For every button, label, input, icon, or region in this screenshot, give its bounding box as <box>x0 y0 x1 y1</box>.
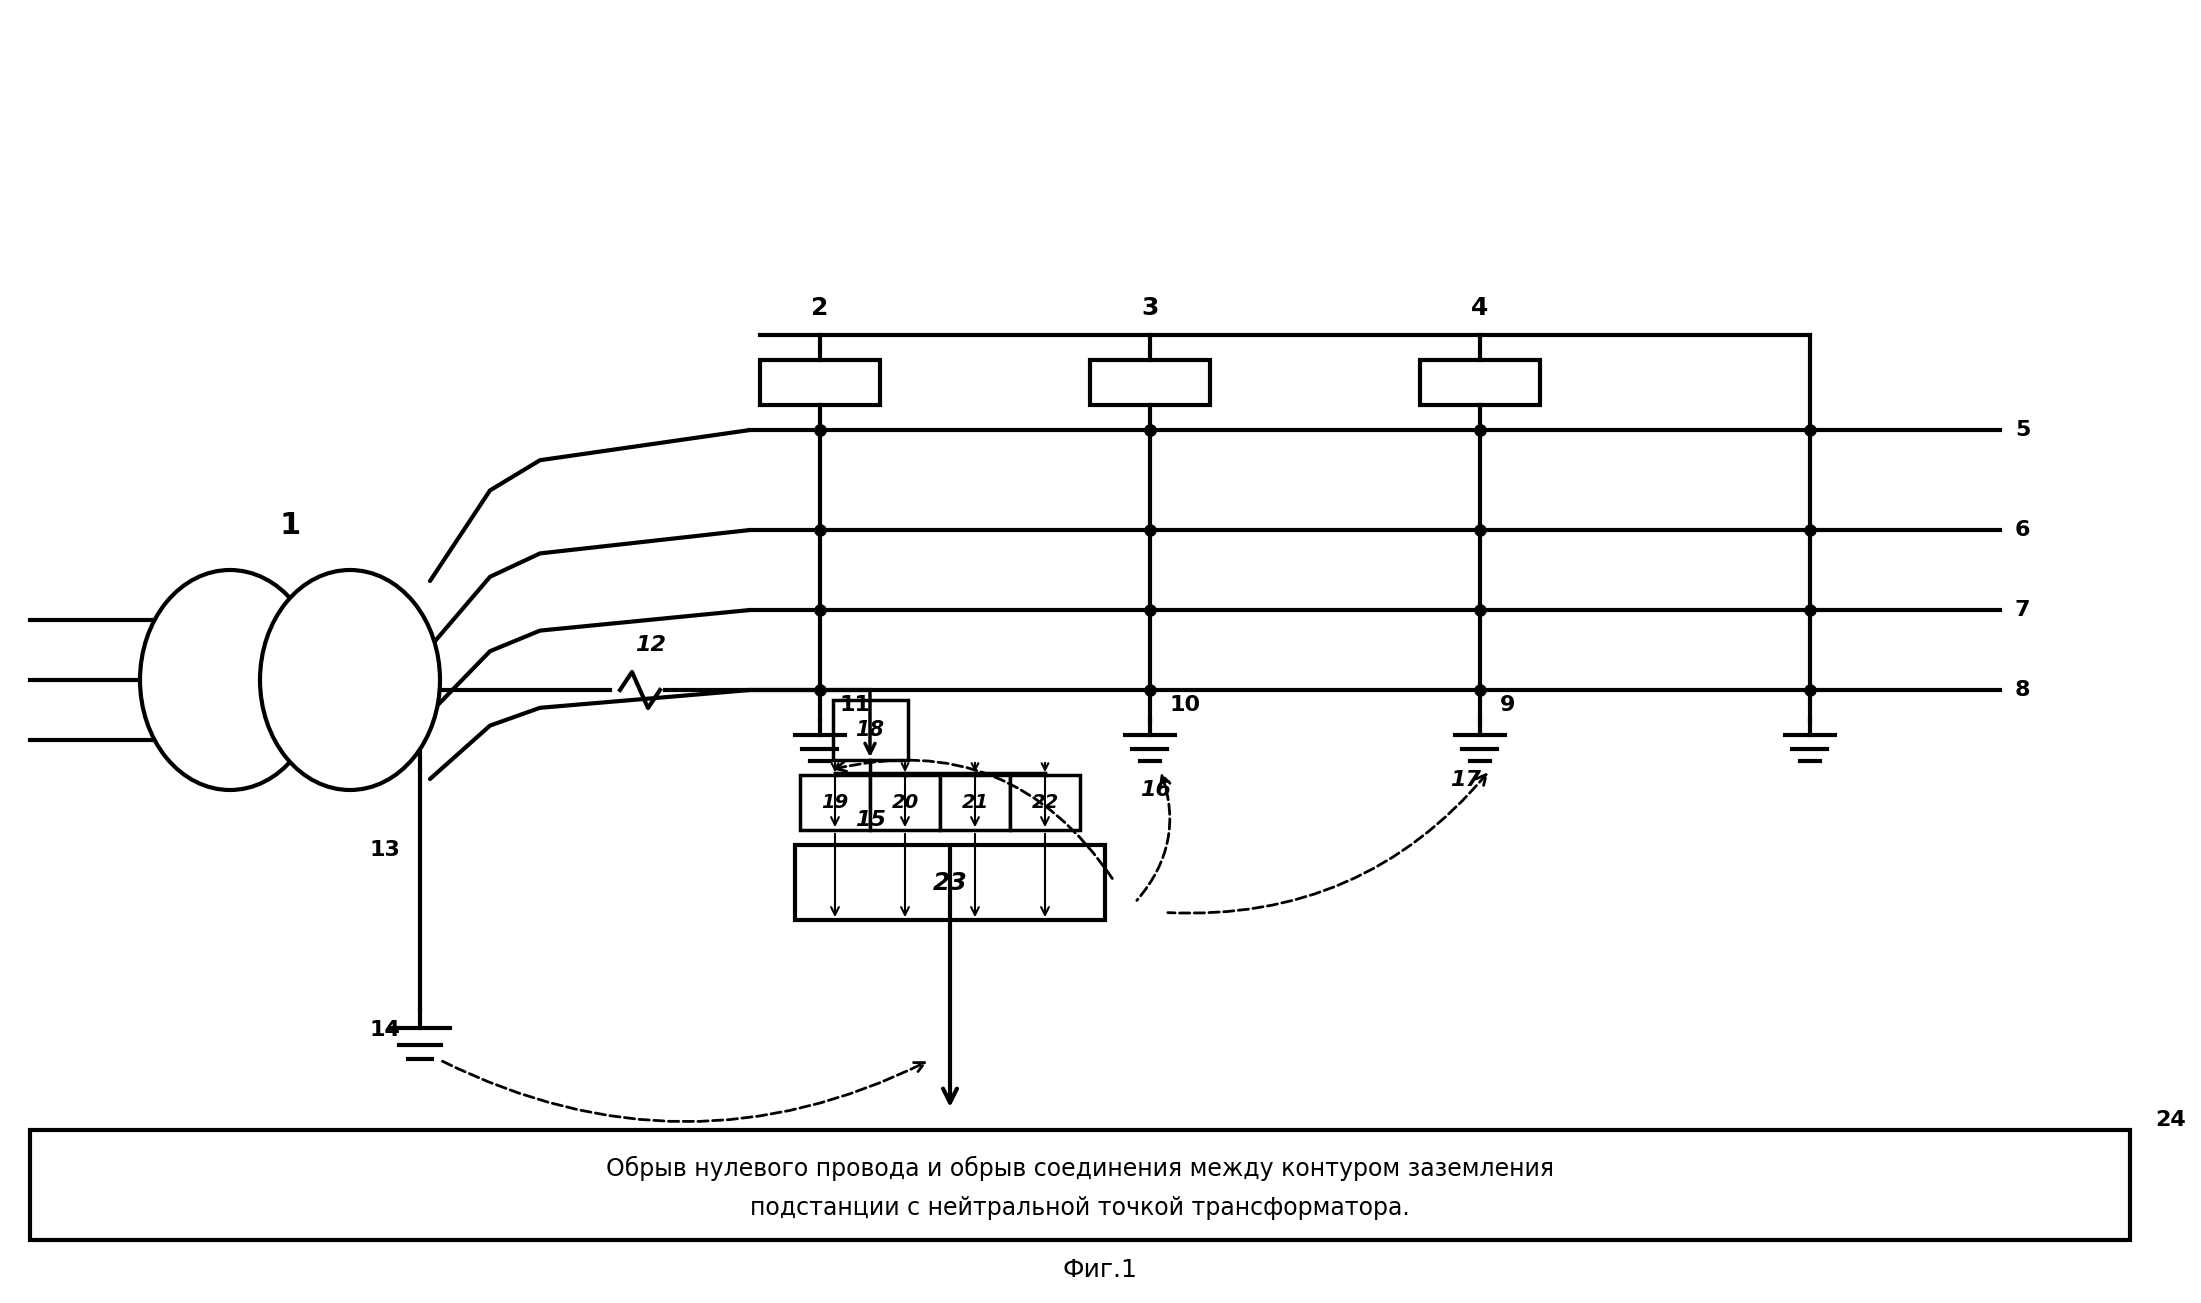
Bar <box>869 775 940 830</box>
Text: 15: 15 <box>854 810 887 830</box>
Text: 24: 24 <box>2155 1110 2186 1130</box>
Text: 16: 16 <box>1140 780 1171 800</box>
Bar <box>31 1130 2131 1240</box>
Bar <box>759 360 880 405</box>
Bar <box>795 846 1105 920</box>
Text: 20: 20 <box>891 794 918 812</box>
Ellipse shape <box>260 569 440 790</box>
Text: 17: 17 <box>1450 770 1481 790</box>
Text: 19: 19 <box>821 794 850 812</box>
Text: 5: 5 <box>2014 420 2029 440</box>
Text: 11: 11 <box>841 694 872 715</box>
Text: 22: 22 <box>1032 794 1059 812</box>
Text: Обрыв нулевого провода и обрыв соединения между контуром заземления: Обрыв нулевого провода и обрыв соединени… <box>605 1156 1554 1181</box>
Text: 7: 7 <box>2014 599 2032 620</box>
Text: 9: 9 <box>1501 694 1514 715</box>
Text: 3: 3 <box>1142 296 1158 321</box>
Text: 12: 12 <box>636 635 667 655</box>
Bar <box>832 700 909 760</box>
Bar <box>940 775 1010 830</box>
Text: подстанции с нейтральной точкой трансформатора.: подстанции с нейтральной точкой трансфор… <box>751 1196 1411 1220</box>
Bar <box>799 775 869 830</box>
Text: 18: 18 <box>856 721 885 740</box>
Text: 6: 6 <box>2014 520 2032 539</box>
Text: 23: 23 <box>933 870 968 894</box>
Text: 13: 13 <box>370 840 401 860</box>
Text: 1: 1 <box>280 511 302 539</box>
Text: Фиг.1: Фиг.1 <box>1063 1257 1138 1282</box>
Ellipse shape <box>141 569 319 790</box>
Bar <box>1420 360 1541 405</box>
Text: 10: 10 <box>1171 694 1202 715</box>
Bar <box>1010 775 1081 830</box>
Text: 14: 14 <box>370 1020 401 1040</box>
Text: 2: 2 <box>812 296 830 321</box>
Bar <box>1089 360 1211 405</box>
Text: 8: 8 <box>2014 680 2032 700</box>
Text: 21: 21 <box>962 794 988 812</box>
Text: 4: 4 <box>1470 296 1488 321</box>
